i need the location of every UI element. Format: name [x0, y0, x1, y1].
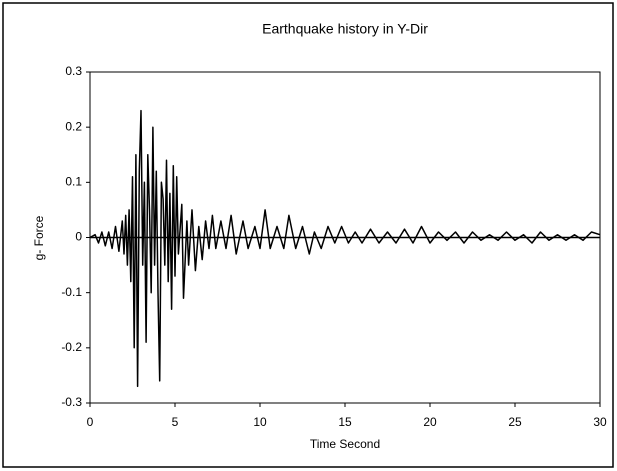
x-tick-label: 10	[253, 415, 267, 429]
y-tick-label: 0	[75, 230, 82, 244]
x-tick-label: 15	[338, 415, 352, 429]
y-axis-label: g- Force	[32, 215, 46, 260]
y-tick-label: 0.1	[65, 175, 82, 189]
y-tick-label: -0.1	[61, 285, 82, 299]
x-axis-label: Time Second	[310, 437, 380, 451]
chart-title: Earthquake history in Y-Dir	[262, 21, 428, 37]
y-tick-label: -0.3	[61, 395, 82, 409]
x-tick-label: 30	[593, 415, 607, 429]
x-tick-label: 25	[508, 415, 522, 429]
x-tick-label: 5	[172, 415, 179, 429]
data-line	[89, 109, 601, 388]
y-tick-label: -0.2	[61, 340, 82, 354]
x-tick-label: 0	[87, 415, 94, 429]
x-tick-label: 20	[423, 415, 437, 429]
y-tick-label: 0.2	[65, 119, 82, 133]
y-tick-label: 0.3	[65, 64, 82, 78]
